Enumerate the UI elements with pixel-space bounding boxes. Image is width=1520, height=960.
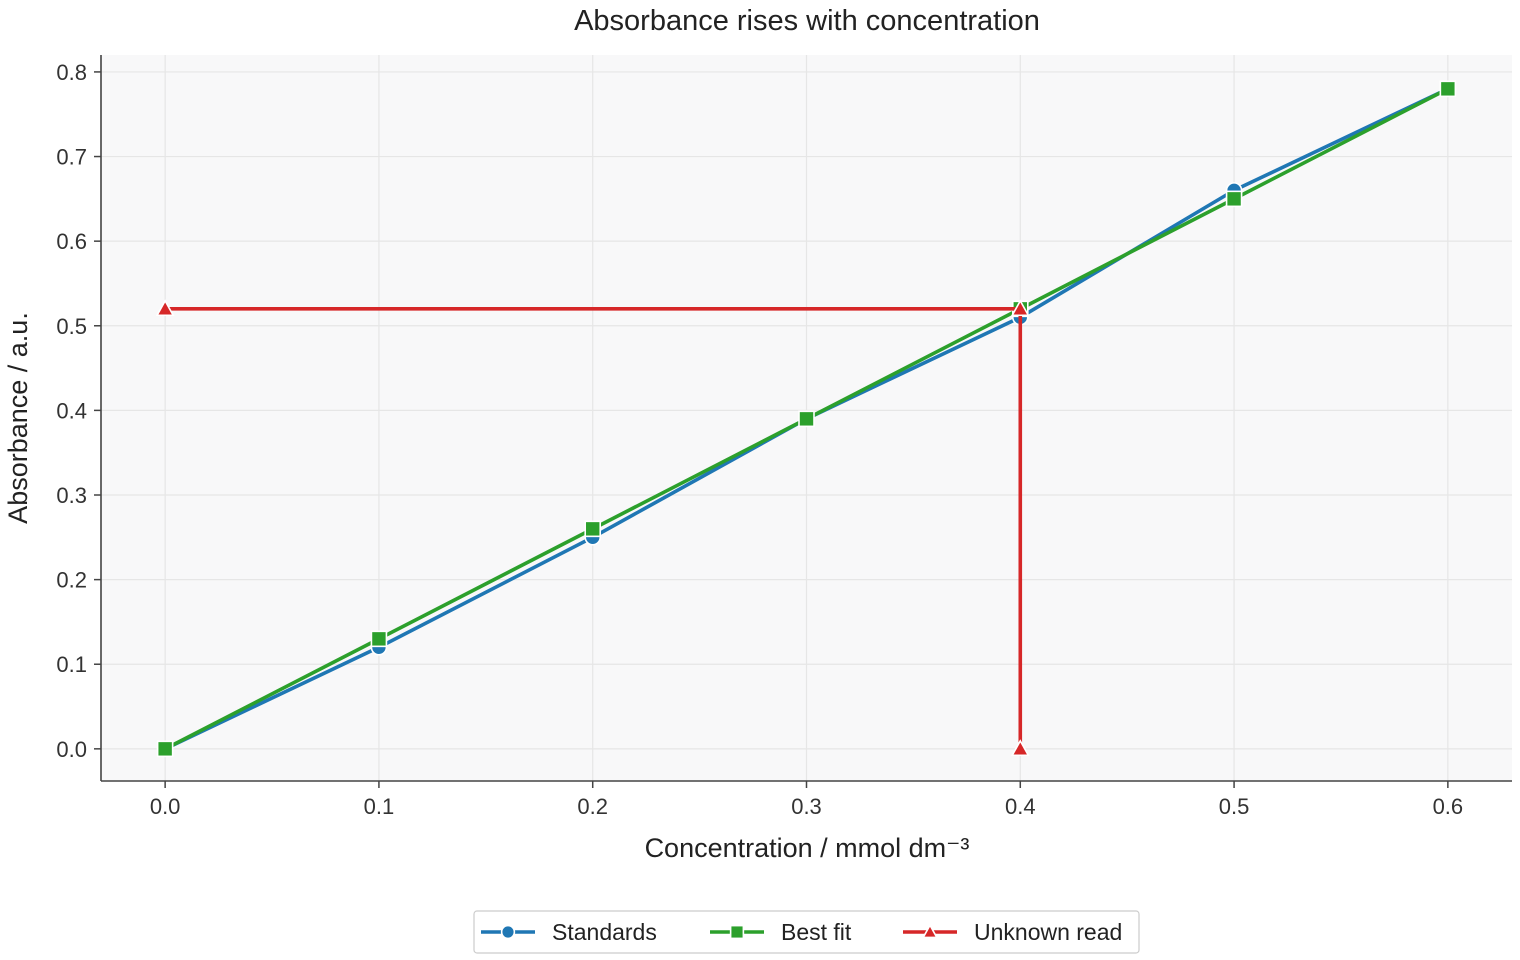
x-tick-label: 0.3 bbox=[791, 794, 822, 819]
x-tick-label: 0.5 bbox=[1219, 794, 1250, 819]
data-point bbox=[1439, 80, 1457, 98]
y-tick-label: 0.7 bbox=[56, 145, 87, 170]
series-unknown-read bbox=[155, 299, 1030, 757]
series-layer bbox=[155, 80, 1457, 758]
y-tick-labels: 0.0 0.1 0.2 0.3 0.4 0.5 0.6 0.7 0.8 bbox=[56, 60, 87, 762]
y-tick-label: 0.4 bbox=[56, 398, 87, 423]
y-tick-label: 0.8 bbox=[56, 60, 87, 85]
data-point bbox=[1010, 739, 1030, 757]
axes bbox=[94, 55, 1512, 788]
data-point bbox=[156, 740, 174, 758]
data-point bbox=[798, 410, 815, 428]
grid bbox=[101, 55, 1512, 781]
x-tick-label: 0.2 bbox=[577, 794, 608, 819]
y-tick-label: 0.2 bbox=[56, 568, 87, 593]
data-point bbox=[155, 299, 175, 317]
x-tick-label: 0.6 bbox=[1433, 794, 1464, 819]
legend-entry: Standards bbox=[481, 919, 657, 945]
data-point bbox=[1010, 299, 1030, 317]
data-point bbox=[1225, 190, 1243, 208]
chart-title: Absorbance rises with concentration bbox=[574, 5, 1040, 37]
legend-label: Best fit bbox=[781, 919, 852, 945]
x-tick-label: 0.1 bbox=[364, 794, 395, 819]
legend-box bbox=[473, 910, 1140, 954]
legend-label: Standards bbox=[552, 919, 657, 945]
legend-entry: Best fit bbox=[710, 919, 852, 945]
x-tick-labels: 0.0 0.1 0.2 0.3 0.4 0.5 0.6 bbox=[150, 794, 1463, 819]
y-tick-label: 0.1 bbox=[56, 652, 87, 677]
data-point bbox=[584, 520, 602, 538]
legend-marker bbox=[729, 924, 745, 940]
legend-entry: Unknown read bbox=[903, 919, 1122, 945]
legend-label: Unknown read bbox=[974, 919, 1122, 945]
x-tick-label: 0.4 bbox=[1005, 794, 1036, 819]
legend-marker bbox=[921, 923, 939, 939]
data-point bbox=[370, 630, 388, 648]
y-tick-label: 0.0 bbox=[56, 737, 87, 762]
y-tick-label: 0.3 bbox=[56, 483, 87, 508]
y-tick-label: 0.5 bbox=[56, 314, 87, 339]
x-tick-label: 0.0 bbox=[150, 794, 181, 819]
legend: Standards Best fit Unknown read bbox=[473, 910, 1140, 954]
y-axis-title: Absorbance / a.u. bbox=[3, 312, 33, 524]
y-tick-label: 0.6 bbox=[56, 229, 87, 254]
legend-marker bbox=[500, 924, 516, 940]
x-axis-title: Concentration / mmol dm⁻³ bbox=[645, 833, 970, 863]
